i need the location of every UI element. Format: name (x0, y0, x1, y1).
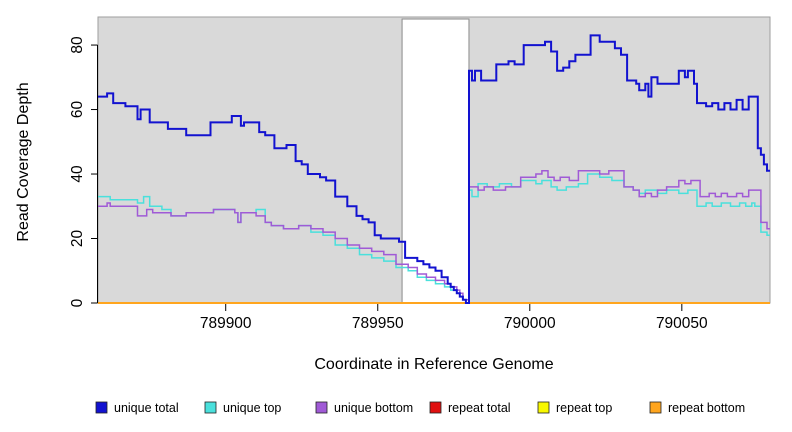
legend-swatch-repeat-bottom (649, 401, 662, 414)
x-axis-title: Coordinate in Reference Genome (314, 356, 553, 373)
legend: unique total unique top unique bottom repea… (95, 401, 745, 415)
y-tick-label: 80 (69, 36, 86, 54)
legend-item-unique-total: unique total (95, 401, 179, 415)
legend-item-unique-top: unique top (204, 401, 281, 415)
legend-swatch-unique-total (95, 401, 108, 414)
legend-item-repeat-total: repeat total (429, 401, 511, 415)
x-tick-label: 789900 (200, 315, 252, 332)
y-tick-label: 60 (69, 101, 86, 119)
series-line-unique-bottom (98, 170, 770, 301)
legend-label-unique-top: unique top (223, 401, 281, 415)
legend-label-unique-bottom: unique bottom (334, 401, 413, 415)
legend-label-repeat-bottom: repeat bottom (668, 401, 745, 415)
legend-item-repeat-bottom: repeat bottom (649, 401, 745, 415)
y-tick-label: 20 (69, 230, 86, 248)
y-tick-label: 0 (69, 298, 86, 307)
x-tick-label: 790050 (656, 315, 708, 332)
y-tick-label: 40 (69, 165, 86, 183)
repeat-region-band (401, 18, 470, 304)
legend-item-repeat-top: repeat top (537, 401, 612, 415)
legend-label-unique-total: unique total (114, 401, 179, 415)
legend-swatch-repeat-top (537, 401, 550, 414)
legend-label-repeat-total: repeat total (448, 401, 511, 415)
legend-swatch-unique-bottom (315, 401, 328, 414)
x-tick-label: 790000 (504, 315, 556, 332)
legend-item-unique-bottom: unique bottom (315, 401, 413, 415)
y-axis-title: Read Coverage Depth (15, 82, 32, 241)
x-tick-label: 789950 (352, 315, 404, 332)
legend-swatch-unique-top (204, 401, 217, 414)
legend-swatch-repeat-total (429, 401, 442, 414)
legend-label-repeat-top: repeat top (556, 401, 612, 415)
series-line-unique-total (98, 34, 770, 304)
